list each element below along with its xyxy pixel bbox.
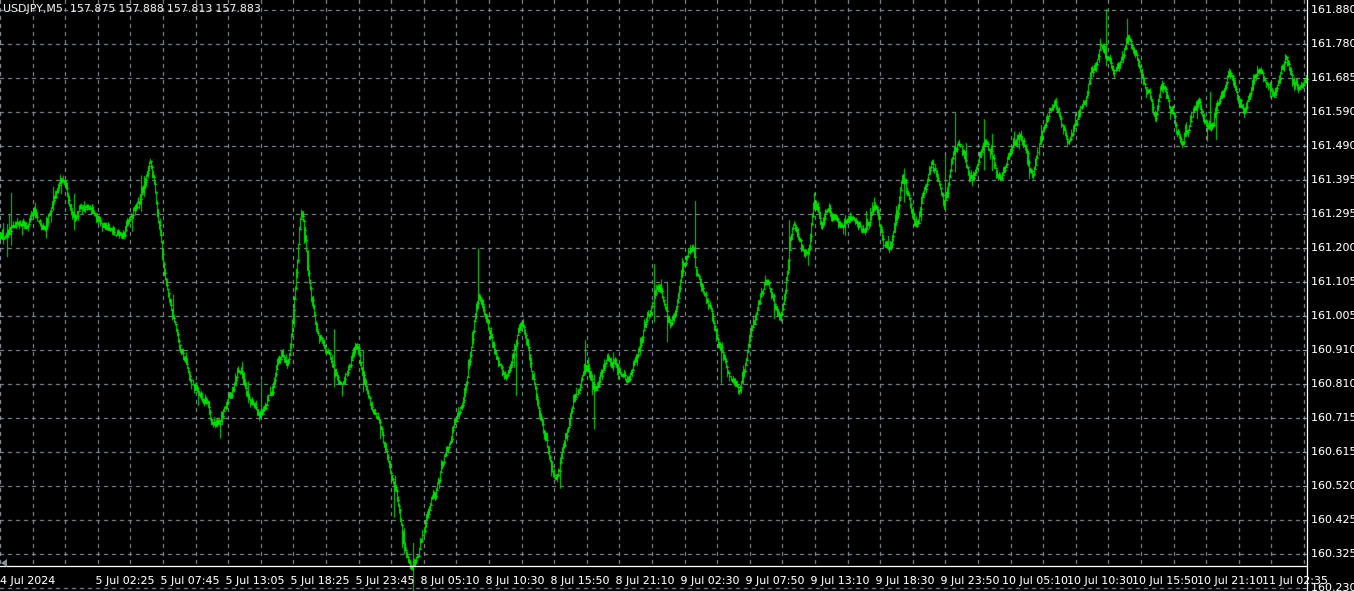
scroll-left-arrow-icon[interactable] [1,559,7,567]
